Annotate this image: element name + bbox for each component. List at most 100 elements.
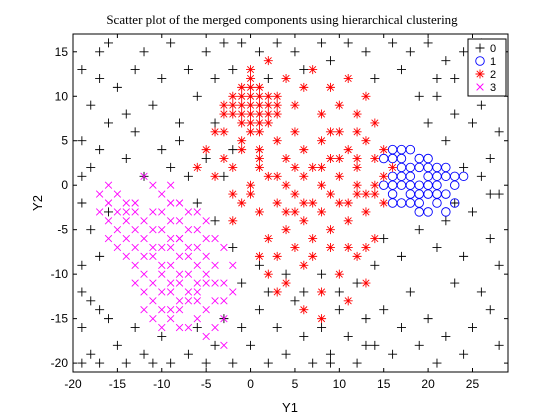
point-series-0 — [272, 38, 282, 48]
point-series-0 — [441, 216, 451, 226]
point-series-0 — [95, 251, 105, 261]
point-series-0 — [317, 38, 327, 48]
point-series-2 — [219, 109, 229, 119]
point-series-3 — [149, 181, 157, 189]
point-series-2 — [308, 198, 318, 208]
point-series-0 — [201, 154, 211, 164]
point-series-2 — [281, 225, 291, 235]
point-series-1 — [396, 144, 407, 155]
point-series-1 — [405, 189, 416, 199]
point-series-2 — [272, 198, 282, 208]
point-series-3 — [140, 252, 148, 261]
point-series-2 — [299, 260, 309, 270]
point-series-0 — [343, 331, 353, 341]
point-series-0 — [263, 73, 273, 83]
point-series-0 — [370, 340, 380, 350]
point-series-2 — [370, 154, 380, 164]
point-series-0 — [352, 278, 362, 288]
point-series-2 — [246, 180, 256, 190]
point-series-1 — [405, 171, 416, 182]
point-series-2 — [334, 269, 344, 279]
point-series-0 — [139, 47, 149, 57]
point-series-2 — [254, 127, 264, 137]
point-series-0 — [192, 91, 202, 101]
point-series-0 — [228, 358, 238, 368]
point-series-2 — [325, 189, 335, 199]
point-series-1 — [423, 180, 433, 190]
point-series-1 — [405, 162, 416, 173]
point-series-3 — [175, 306, 184, 314]
point-series-3 — [211, 279, 219, 287]
point-series-3 — [149, 279, 157, 287]
point-series-2 — [352, 127, 362, 137]
point-series-2 — [361, 278, 371, 288]
point-series-2 — [325, 154, 335, 164]
point-series-2 — [254, 251, 264, 261]
point-series-3 — [229, 261, 237, 269]
point-series-0 — [485, 189, 495, 199]
point-series-3 — [184, 243, 193, 252]
point-series-3 — [193, 288, 201, 296]
point-series-2 — [237, 145, 247, 155]
point-series-0 — [210, 216, 220, 226]
point-series-0 — [130, 323, 140, 333]
point-series-0 — [494, 340, 504, 350]
point-series-0 — [467, 323, 477, 333]
point-series-3 — [166, 288, 175, 296]
point-series-3 — [140, 288, 148, 296]
point-series-0 — [166, 358, 176, 368]
data-points-layer — [77, 38, 504, 368]
y-tick-label: 5 — [61, 134, 68, 148]
point-series-1 — [432, 171, 442, 182]
point-series-1 — [387, 153, 398, 164]
point-series-1 — [405, 144, 416, 155]
point-series-1 — [396, 180, 407, 190]
point-series-2 — [370, 234, 380, 244]
point-series-1 — [432, 189, 442, 199]
point-series-1 — [450, 180, 460, 190]
point-series-2 — [361, 91, 371, 101]
point-series-0 — [183, 171, 193, 181]
point-series-3 — [193, 208, 201, 216]
point-series-3 — [229, 288, 237, 296]
point-series-3 — [202, 306, 210, 314]
point-series-3 — [220, 314, 228, 323]
point-series-2 — [325, 242, 335, 252]
point-series-1 — [441, 189, 451, 199]
point-series-0 — [175, 118, 185, 128]
point-series-2 — [361, 136, 371, 146]
point-series-1 — [396, 171, 407, 182]
legend-marker-0 — [475, 43, 485, 53]
point-series-2 — [192, 162, 202, 172]
point-series-0 — [281, 349, 291, 359]
x-axis-label: Y1 — [282, 400, 298, 415]
point-series-3 — [184, 297, 193, 305]
point-series-0 — [361, 340, 371, 350]
legend-label: 2 — [490, 69, 496, 81]
point-series-3 — [122, 199, 130, 207]
point-series-3 — [113, 243, 122, 252]
point-series-0 — [130, 65, 140, 75]
point-series-2 — [308, 65, 318, 75]
point-series-2 — [299, 198, 309, 208]
point-series-2 — [379, 198, 389, 208]
point-series-0 — [388, 349, 398, 359]
point-series-0 — [237, 38, 247, 48]
point-series-2 — [308, 162, 318, 172]
point-series-2 — [263, 100, 273, 110]
point-series-2 — [254, 100, 264, 110]
point-series-2 — [361, 242, 371, 252]
point-series-0 — [95, 73, 105, 83]
point-series-2 — [290, 242, 300, 252]
point-series-3 — [211, 297, 219, 305]
point-series-0 — [228, 242, 238, 252]
point-series-2 — [254, 145, 264, 155]
point-series-0 — [325, 349, 335, 359]
point-series-3 — [166, 243, 175, 252]
point-series-0 — [263, 358, 273, 368]
point-series-0 — [86, 296, 96, 306]
point-series-2 — [272, 91, 282, 101]
point-series-0 — [423, 314, 433, 324]
point-series-2 — [352, 162, 362, 172]
